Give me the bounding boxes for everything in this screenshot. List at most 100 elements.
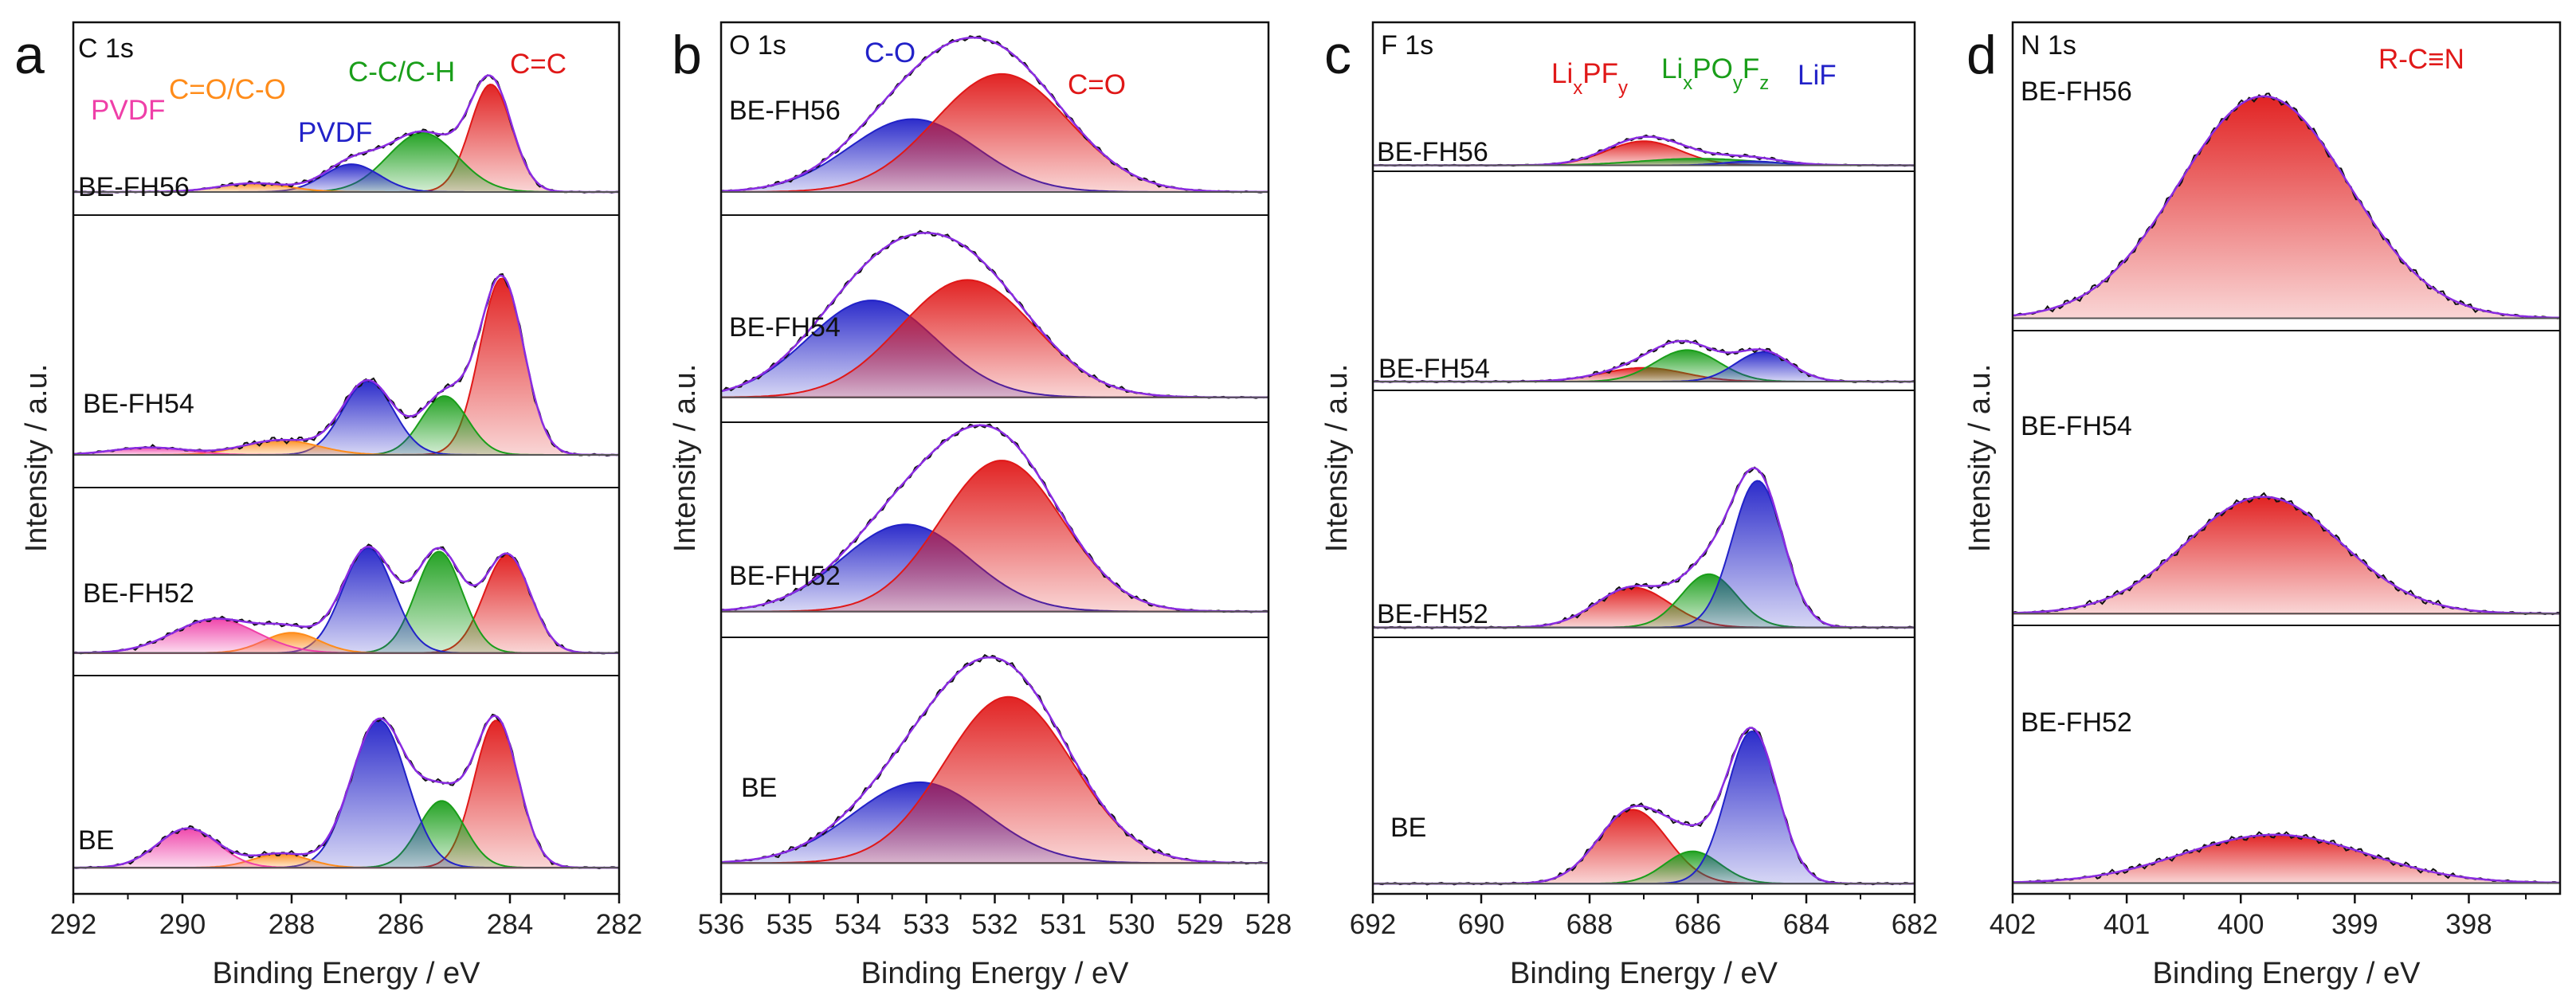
series-BE-FH56 xyxy=(2012,92,2561,319)
sample-label: BE-FH56 xyxy=(1377,137,1488,167)
panel-letter: a xyxy=(14,25,45,85)
tick-label: 690 xyxy=(1458,909,1504,940)
x-axis-title: Binding Energy / eV xyxy=(2153,957,2421,990)
sample-label: BE xyxy=(78,825,114,856)
series-BE xyxy=(1372,727,1915,886)
core-level-label: F 1s xyxy=(1381,30,1433,61)
series-BE xyxy=(720,653,1269,865)
x-axis: 536 535 534 533 532 531 530 529 528 xyxy=(698,894,1292,940)
component-label: C-O xyxy=(865,37,916,69)
sample-label: BE xyxy=(741,773,777,803)
envelope-line xyxy=(73,274,619,456)
tick-label: 684 xyxy=(1783,909,1829,940)
panel-d: BE-FH56 BE-FH54 BE-FH52 402 401 400 399 398 Bind… xyxy=(1963,21,2562,990)
series-BE-FH56 xyxy=(73,74,620,194)
core-level-label: O 1s xyxy=(729,30,786,61)
x-axis-title: Binding Energy / eV xyxy=(1510,957,1778,990)
tick-label: 529 xyxy=(1177,909,1223,940)
sample-label: BE xyxy=(1390,813,1426,843)
component-label: LiF xyxy=(1798,60,1837,91)
tick-label: 533 xyxy=(903,909,949,940)
series-BE-FH54 xyxy=(2012,492,2561,616)
y-axis-title: Intensity / a.u. xyxy=(20,364,53,553)
tick-label: 532 xyxy=(971,909,1017,940)
panel-a: BE-FH56 BE-FH54 BE-FH52 BE 292 290 288 286 284 28… xyxy=(14,21,642,990)
tick-label: 531 xyxy=(1040,909,1086,940)
tick-label: 688 xyxy=(1566,909,1613,940)
sample-label: BE-FH56 xyxy=(2021,76,2132,107)
sample-label: BE-FH52 xyxy=(729,561,841,591)
core-level-label: C 1s xyxy=(78,33,134,64)
envelope-line xyxy=(73,715,619,869)
tick-label: 398 xyxy=(2445,909,2492,940)
envelope-line xyxy=(720,424,1268,613)
x-axis: 292 290 288 286 284 282 xyxy=(50,894,642,940)
component-label: LixPOyFz xyxy=(1661,53,1769,94)
sample-label: BE-FH54 xyxy=(2021,411,2132,441)
panel-b: BE-FH56 BE-FH54 BE-FH52 BE 536 535 534 533 532 53… xyxy=(669,21,1292,990)
series-BE-FH54 xyxy=(73,272,620,457)
series-BE-FH54 xyxy=(1372,339,1915,384)
x-axis-title: Binding Energy / eV xyxy=(861,957,1130,990)
peak-red-0 xyxy=(1373,809,1915,885)
peak-red-1 xyxy=(720,695,1269,864)
envelope-line xyxy=(2012,95,2561,319)
series-BE xyxy=(73,713,620,870)
panel-c: BE-FH56 BE-FH54 BE-FH52 BE 692 690 688 686 684 68… xyxy=(1320,21,1938,990)
tick-label: 282 xyxy=(596,909,642,940)
y-axis-title: Intensity / a.u. xyxy=(669,364,702,553)
tick-label: 284 xyxy=(487,909,533,940)
panel-letter: b xyxy=(672,25,702,85)
plot-frame xyxy=(72,21,621,895)
tick-label: 292 xyxy=(50,909,96,940)
component-label: PVDF xyxy=(91,95,165,126)
envelope-line xyxy=(720,36,1268,194)
sample-label: BE-FH54 xyxy=(729,312,841,343)
x-axis: 692 690 688 686 684 682 xyxy=(1350,894,1938,940)
tick-label: 686 xyxy=(1675,909,1721,940)
peak-red-0 xyxy=(2012,496,2561,615)
series-BE-FH52 xyxy=(1372,466,1915,629)
sample-label: BE-FH52 xyxy=(1377,599,1488,629)
tick-label: 400 xyxy=(2217,909,2264,940)
tick-label: 528 xyxy=(1245,909,1292,940)
sample-label: BE-FH56 xyxy=(78,172,190,202)
panel-letter: c xyxy=(1324,25,1351,85)
component-label: C=O xyxy=(1068,69,1126,100)
component-label: LixPFy xyxy=(1551,58,1628,99)
component-label: C-C/C-H xyxy=(348,57,455,88)
component-label: C=C xyxy=(510,49,567,80)
tick-label: 692 xyxy=(1350,909,1396,940)
sample-label: BE-FH52 xyxy=(83,578,194,609)
tick-label: 534 xyxy=(835,909,881,940)
tick-label: 399 xyxy=(2331,909,2378,940)
tick-label: 401 xyxy=(2104,909,2150,940)
y-axis-title: Intensity / a.u. xyxy=(1963,364,1997,553)
tick-label: 535 xyxy=(767,909,813,940)
tick-label: 402 xyxy=(1990,909,2036,940)
envelope-line xyxy=(2012,833,2560,884)
envelope-line xyxy=(2012,496,2560,615)
sample-label: BE-FH56 xyxy=(729,96,841,126)
tick-label: 286 xyxy=(378,909,424,940)
y-axis-title: Intensity / a.u. xyxy=(1320,364,1354,553)
series-BE-FH54 xyxy=(720,229,1269,399)
series-BE-FH52 xyxy=(73,543,620,655)
series-BE-FH52 xyxy=(720,423,1269,613)
x-axis: 402 401 400 399 398 xyxy=(1990,894,2527,940)
tick-label: 682 xyxy=(1892,909,1938,940)
tick-label: 290 xyxy=(159,909,206,940)
plot-frame xyxy=(2011,21,2562,895)
series-BE-FH56 xyxy=(720,35,1269,194)
component-label: C=O/C-O xyxy=(169,74,286,105)
envelope-line xyxy=(73,545,619,654)
sample-label: BE-FH54 xyxy=(1378,354,1490,384)
component-label: R-C≡N xyxy=(2378,44,2464,75)
tick-label: 536 xyxy=(698,909,744,940)
panel-letter: d xyxy=(1966,25,1997,85)
component-label: PVDF xyxy=(298,117,372,148)
series-BE-FH52 xyxy=(2012,831,2561,884)
sample-label: BE-FH52 xyxy=(2021,707,2132,738)
core-level-label: N 1s xyxy=(2021,30,2076,61)
